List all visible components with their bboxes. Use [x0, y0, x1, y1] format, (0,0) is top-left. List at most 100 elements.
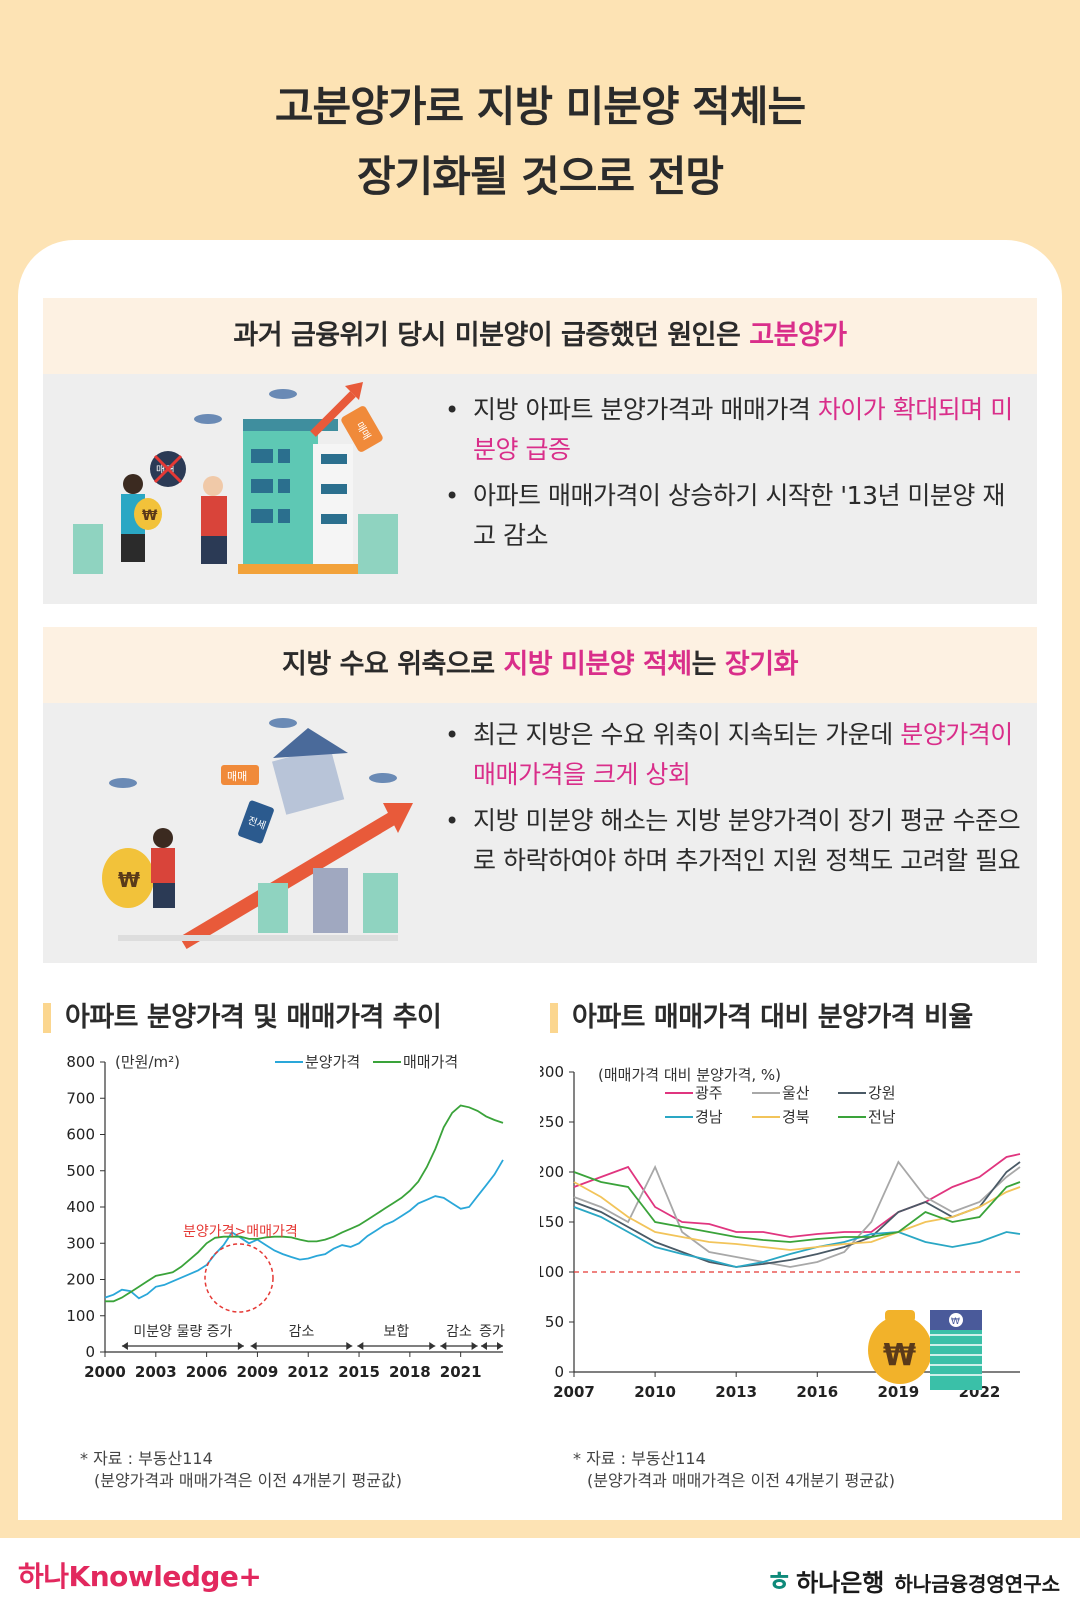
phase-arrow-head — [121, 1342, 128, 1350]
chart2-heading: 아파트 매매가격 대비 분양가격 비율 — [550, 998, 973, 1038]
y-tick-label: 300 — [540, 1063, 564, 1081]
phase-arrow-head — [237, 1342, 244, 1350]
section1-title-text: 과거 금융위기 당시 미분양이 급증했던 원인은 — [233, 320, 750, 351]
phase-label: 증가 — [479, 1324, 505, 1340]
section1-bullet-2: 아파트 매매가격이 상승하기 시작한 '13년 미분양 재고 감소 — [443, 476, 1023, 556]
legend-label: 광주 — [695, 1084, 723, 1102]
y-tick-label: 500 — [66, 1162, 95, 1180]
legend-label: 매매가격 — [403, 1053, 458, 1071]
series-line-경남 — [573, 1206, 1021, 1268]
x-tick-label: 2006 — [186, 1363, 228, 1381]
title-line-2: 장기화될 것으로 전망 — [356, 152, 724, 201]
svg-text:₩: ₩ — [951, 1317, 960, 1327]
chart2-unit-label: (매매가격 대비 분양가격, %) — [598, 1066, 781, 1084]
y-tick-label: 50 — [545, 1313, 564, 1331]
y-tick-label: 100 — [540, 1263, 564, 1281]
x-tick-label: 2016 — [796, 1383, 838, 1401]
section1-bullets: 지방 아파트 분양가격과 매매가격 차이가 확대되며 미분양 급증 아파트 매매… — [443, 390, 1023, 562]
y-tick-label: 200 — [66, 1271, 95, 1289]
house-jeonse-tag: 전세 — [246, 815, 267, 833]
y-tick-label: 600 — [66, 1126, 95, 1144]
phase-arrow-head — [440, 1342, 447, 1350]
chart1-annotation: 분양가격>매매가격 — [183, 1224, 298, 1240]
price-trend-chart: (만원/m²) 0 100 200 300 400 500 600 700 800 2000 200… — [66, 1053, 505, 1381]
phase-arrow-head — [480, 1342, 487, 1350]
x-tick-label: 2003 — [135, 1363, 177, 1381]
phase-label: 감소 — [289, 1324, 315, 1340]
page-title: 고분양가로 지방 미분양 적체는 장기화될 것으로 전망 — [0, 0, 1080, 212]
x-tick-label: 2009 — [237, 1363, 279, 1381]
ratio-chart: (매매가격 대비 분양가격, %) 0 50 100 150 200 250 300 2007… — [540, 1063, 1021, 1401]
legend-label: 강원 — [868, 1084, 896, 1102]
y-tick-label: 0 — [85, 1343, 95, 1361]
phase-arrow-head — [471, 1342, 478, 1350]
hana-bank-logo-icon: ㅎ — [766, 1565, 793, 1598]
legend-label: 울산 — [782, 1084, 810, 1102]
phase-label: 감소 — [446, 1324, 472, 1340]
institute-name: 하나금융경영연구소 — [894, 1572, 1060, 1596]
legend-label: 분양가격 — [305, 1053, 360, 1071]
series-line-경북 — [573, 1181, 1021, 1251]
phase-label: 미분양 물량 증가 — [133, 1324, 232, 1340]
series-line-분양가격 — [104, 1159, 504, 1300]
section2-bullet-2: 지방 미분양 해소는 지방 분양가격이 장기 평균 수준으로 하락하여야 하며 … — [443, 801, 1023, 881]
chart1-note-line1: * 자료 : 부동산114 — [80, 1449, 213, 1468]
section1-bullet-1: 지방 아파트 분양가격과 매매가격 차이가 확대되며 미분양 급증 — [443, 390, 1023, 470]
section1-body: 매매 매매 ₩ 지방 아파트 분양가격과 매매가격 차이가 확대되며 미분양 급… — [43, 374, 1037, 604]
series-line-울산 — [573, 1160, 1021, 1268]
y-tick-label: 800 — [66, 1053, 95, 1071]
section1-title-highlight: 고분양가 — [749, 320, 847, 351]
series-line-전남 — [573, 1171, 1021, 1243]
highlight-circle — [204, 1243, 274, 1313]
legend-label: 전남 — [868, 1108, 896, 1126]
phase-arrow-head — [346, 1342, 353, 1350]
x-tick-label: 2018 — [389, 1363, 431, 1381]
phase-arrow-head — [429, 1342, 436, 1350]
money-bag-icon: ₩ — [868, 1310, 932, 1384]
section2-body: 매매 전세 ₩ 최근 지방은 수요 위축이 지속되는 가운데 분양가격이 매매가… — [43, 703, 1037, 963]
section2-bullet-1: 최근 지방은 수요 위축이 지속되는 가운데 분양가격이 매매가격을 크게 상회 — [443, 715, 1023, 795]
illustration-house-arrow: 매매 전세 ₩ — [102, 718, 413, 950]
series-line-매매가격 — [105, 1104, 504, 1303]
y-tick-label: 250 — [540, 1113, 564, 1131]
chart2-note-line1: * 자료 : 부동산114 — [573, 1449, 706, 1468]
x-tick-label: 2007 — [553, 1383, 595, 1401]
y-tick-label: 200 — [540, 1163, 564, 1181]
phase-arrow-head — [250, 1342, 257, 1350]
bank-name: 하나은행 — [796, 1569, 885, 1597]
series-line-광주 — [573, 1153, 1021, 1238]
section2-bullets: 최근 지방은 수요 위축이 지속되는 가운데 분양가격이 매매가격을 크게 상회… — [443, 715, 1023, 887]
x-tick-label: 2010 — [634, 1383, 676, 1401]
svg-text:₩: ₩ — [142, 508, 158, 524]
footer-institute: ㅎ 하나은행 하나금융경영연구소 — [766, 1560, 1060, 1600]
legend-label: 경북 — [782, 1108, 810, 1126]
x-tick-label: 2012 — [287, 1363, 329, 1381]
svg-text:₩: ₩ — [118, 868, 140, 892]
section2-title: 지방 수요 위축으로 지방 미분양 적체는 장기화 — [43, 627, 1037, 703]
legend-label: 경남 — [695, 1108, 723, 1126]
x-tick-label: 2000 — [84, 1363, 126, 1381]
chart1-note: * 자료 : 부동산114 (분양가격과 매매가격은 이전 4개분기 평균값) — [80, 1448, 402, 1492]
y-tick-label: 300 — [66, 1234, 95, 1252]
x-tick-label: 2019 — [877, 1383, 919, 1401]
chart1-heading: 아파트 분양가격 및 매매가격 추이 — [43, 998, 442, 1038]
series-line-강원 — [573, 1161, 1021, 1268]
phase-arrow-head — [357, 1342, 364, 1350]
brand-logo-knowledge: 하나Knowledge+ — [18, 1560, 262, 1593]
y-tick-label: 400 — [66, 1198, 95, 1216]
y-tick-label: 0 — [554, 1363, 564, 1381]
y-tick-label: 100 — [66, 1307, 95, 1325]
page-header: 고분양가로 지방 미분양 적체는 장기화될 것으로 전망 — [0, 0, 1080, 275]
cash-stack-icon: ₩ — [930, 1310, 982, 1390]
illustration-sales-building: 매매 매매 ₩ — [73, 382, 398, 574]
title-line-1: 고분양가로 지방 미분양 적체는 — [274, 82, 806, 131]
x-tick-label: 2015 — [338, 1363, 380, 1381]
y-tick-label: 150 — [540, 1213, 564, 1231]
section1-title: 과거 금융위기 당시 미분양이 급증했던 원인은 고분양가 — [43, 298, 1037, 374]
chart2-note: * 자료 : 부동산114 (분양가격과 매매가격은 이전 4개분기 평균값) — [573, 1448, 895, 1492]
x-tick-label: 2021 — [440, 1363, 482, 1381]
svg-text:₩: ₩ — [883, 1338, 916, 1373]
chart2-note-line2: (분양가격과 매매가격은 이전 4개분기 평균값) — [587, 1471, 895, 1490]
phase-label: 보합 — [383, 1324, 409, 1340]
chart1-unit-label: (만원/m²) — [115, 1053, 180, 1071]
